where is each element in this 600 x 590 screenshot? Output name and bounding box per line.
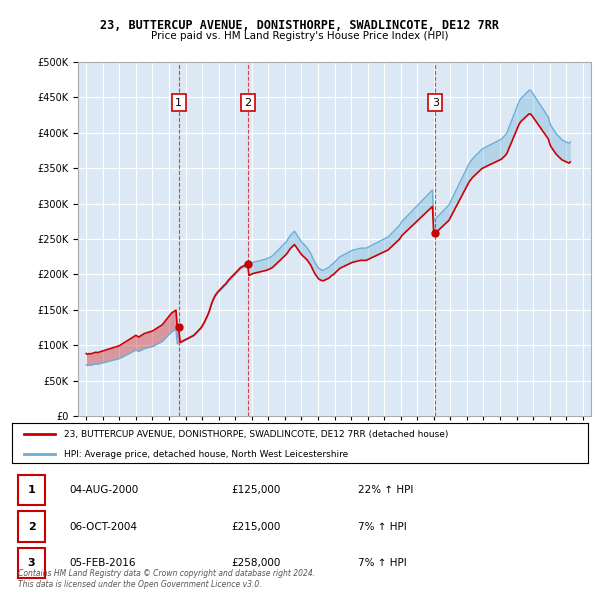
FancyBboxPatch shape (18, 475, 46, 506)
Text: 23, BUTTERCUP AVENUE, DONISTHORPE, SWADLINCOTE, DE12 7RR (detached house): 23, BUTTERCUP AVENUE, DONISTHORPE, SWADL… (64, 430, 448, 439)
Text: £215,000: £215,000 (231, 522, 280, 532)
Text: 7% ↑ HPI: 7% ↑ HPI (358, 522, 406, 532)
Text: 2: 2 (244, 98, 251, 107)
Text: 2: 2 (28, 522, 35, 532)
Text: 06-OCT-2004: 06-OCT-2004 (70, 522, 137, 532)
FancyBboxPatch shape (18, 548, 46, 578)
Text: 22% ↑ HPI: 22% ↑ HPI (358, 486, 413, 495)
Text: Price paid vs. HM Land Registry's House Price Index (HPI): Price paid vs. HM Land Registry's House … (151, 31, 449, 41)
Text: 23, BUTTERCUP AVENUE, DONISTHORPE, SWADLINCOTE, DE12 7RR: 23, BUTTERCUP AVENUE, DONISTHORPE, SWADL… (101, 19, 499, 32)
Text: 05-FEB-2016: 05-FEB-2016 (70, 558, 136, 568)
Text: 1: 1 (28, 486, 35, 495)
Text: 3: 3 (432, 98, 439, 107)
Text: 3: 3 (28, 558, 35, 568)
Text: Contains HM Land Registry data © Crown copyright and database right 2024.
This d: Contains HM Land Registry data © Crown c… (18, 569, 315, 589)
Text: 04-AUG-2000: 04-AUG-2000 (70, 486, 139, 495)
Text: 1: 1 (175, 98, 182, 107)
FancyBboxPatch shape (18, 512, 46, 542)
Text: £125,000: £125,000 (231, 486, 280, 495)
Text: £258,000: £258,000 (231, 558, 280, 568)
Text: 7% ↑ HPI: 7% ↑ HPI (358, 558, 406, 568)
Text: HPI: Average price, detached house, North West Leicestershire: HPI: Average price, detached house, Nort… (64, 450, 348, 459)
